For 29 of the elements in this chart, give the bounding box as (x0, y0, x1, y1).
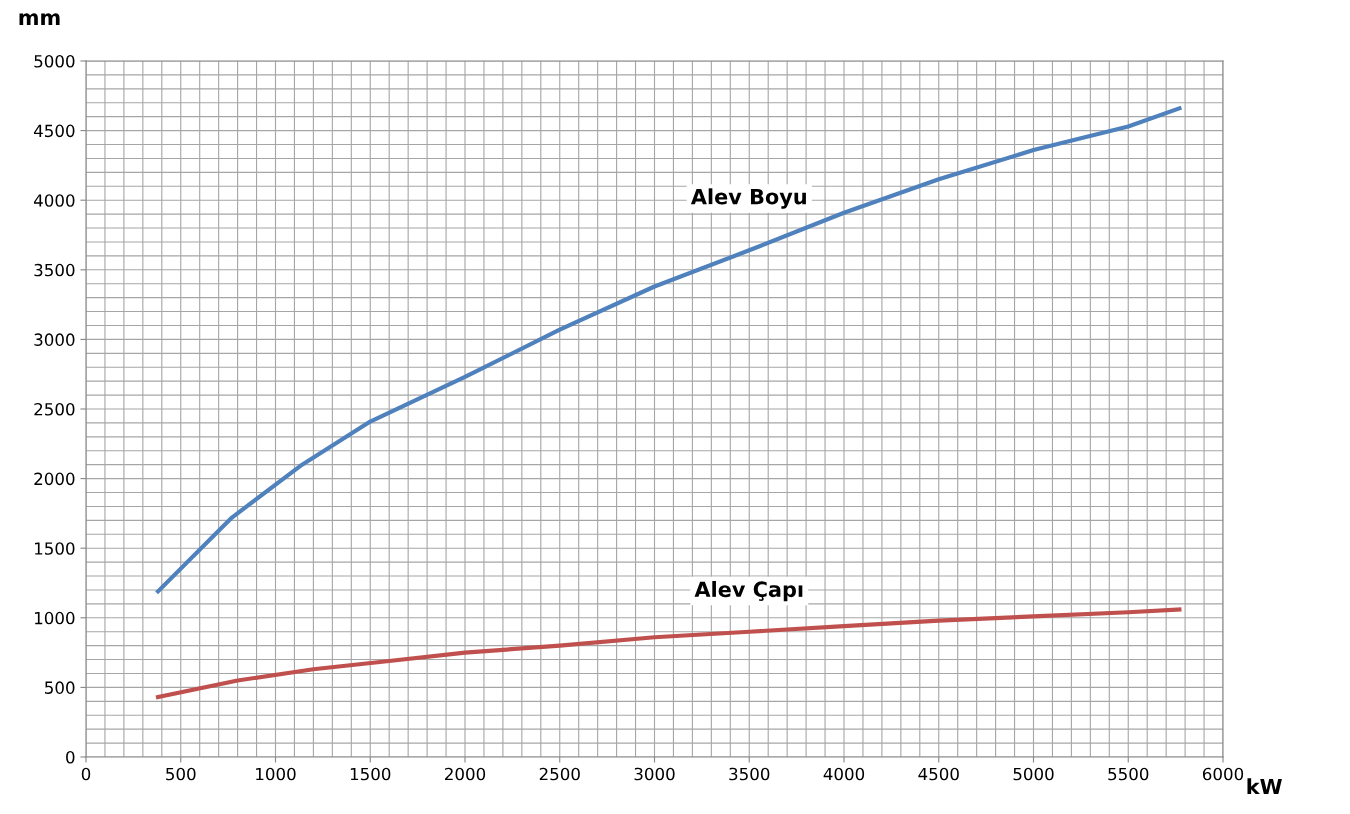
y-tick-label: 3000 (34, 333, 75, 346)
y-tick-label: 0 (66, 750, 75, 764)
y-tick-label: 2500 (34, 402, 75, 416)
x-tick-label: 6000 (1202, 767, 1244, 781)
x-axis-title: kW (1247, 778, 1282, 795)
x-tick-label: 1000 (256, 767, 296, 781)
x-tick-label: 3500 (729, 767, 770, 781)
x-tick-label: 5500 (1108, 767, 1149, 781)
series-label: Alev Boyu (690, 188, 806, 209)
x-tick-label: 3000 (634, 767, 675, 781)
y-axis-title: mm (19, 13, 60, 25)
x-tick-label: 5000 (1013, 767, 1054, 781)
x-tick-label: 500 (166, 767, 196, 781)
y-tick-label: 500 (45, 681, 75, 694)
y-tick-label: 4500 (33, 124, 75, 138)
x-tick-label: 2000 (445, 767, 486, 781)
y-tick-label: 1000 (35, 611, 75, 625)
y-tick-label: 3500 (34, 263, 75, 277)
y-tick-label: 4000 (33, 194, 75, 207)
x-tick-label: 1500 (350, 767, 391, 781)
x-tick-label: 4500 (918, 767, 959, 781)
x-tick-label: 0 (81, 767, 91, 781)
x-tick-label: 2500 (539, 767, 580, 781)
y-tick-label: 1500 (35, 542, 75, 555)
y-tick-label: 2000 (34, 472, 75, 486)
line-series (155, 607, 1182, 700)
x-tick-label: 4000 (823, 767, 865, 781)
series-label: Alev Çapı (694, 581, 803, 602)
y-tick-label: 5000 (34, 54, 75, 68)
